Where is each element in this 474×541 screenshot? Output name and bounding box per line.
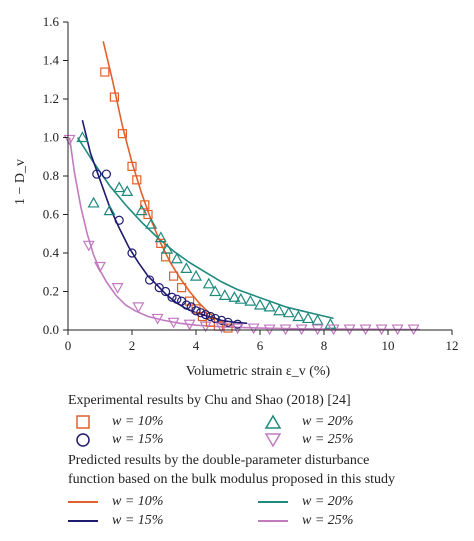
circle-point: [201, 310, 211, 320]
circle-point: [114, 215, 124, 225]
circle-point: [210, 313, 220, 324]
circle-point: [191, 306, 201, 316]
triangle-up-point: [189, 269, 203, 281]
y-tick-label: 0.2: [43, 284, 59, 299]
circle-point: [167, 292, 177, 302]
circle-point: [92, 169, 102, 179]
circle-point: [205, 311, 215, 322]
square-point: [132, 175, 142, 185]
x-tick-label: 10: [382, 338, 395, 353]
triangle-down-point: [93, 261, 107, 273]
y-tick-label: 0.6: [43, 207, 60, 222]
square-point: [169, 271, 179, 281]
square-point: [177, 283, 187, 293]
triangle-down-point: [82, 240, 95, 252]
triangle-down-point: [151, 313, 164, 325]
square-point: [100, 67, 110, 77]
triangle-down-point: [231, 323, 244, 335]
triangle-up-point: [113, 181, 126, 193]
triangle-down-point: [111, 283, 124, 294]
x-tick-label: 12: [446, 338, 459, 353]
triangle-down-point: [63, 134, 76, 146]
x-tick-label: 4: [193, 338, 200, 353]
triangle-up-point: [244, 294, 257, 306]
y-tick-label: 1.4: [43, 53, 60, 68]
y-tick-label: 1.0: [43, 130, 59, 145]
triangle-up-point: [253, 298, 267, 310]
triangle-up-point: [324, 317, 337, 329]
y-tick-label: 1.2: [43, 91, 59, 106]
triangle-up-point: [161, 242, 174, 254]
square-point: [127, 161, 137, 171]
triangle-up-point: [121, 185, 134, 196]
triangle-up-point: [202, 277, 215, 289]
y-tick-label: 0.8: [43, 168, 59, 183]
circle-point: [145, 275, 155, 285]
plot-area: [63, 41, 421, 336]
x-tick-label: 0: [65, 338, 72, 353]
curve-series-0: [102, 41, 229, 326]
circle-point: [101, 169, 112, 179]
triangle-down-point: [215, 322, 228, 334]
x-tick-label: 8: [321, 338, 328, 353]
y-axis-title: 1 − D_v: [13, 159, 28, 205]
axes: [67, 22, 452, 331]
triangle-up-point: [234, 292, 247, 304]
triangle-up-point: [103, 204, 116, 216]
triangle-up-point: [292, 310, 305, 322]
circle-point: [196, 308, 206, 318]
circle-point: [223, 317, 233, 327]
triangle-down-point: [199, 321, 212, 333]
square-point: [140, 200, 150, 210]
triangle-up-point: [282, 306, 295, 318]
triangle-up-point: [273, 304, 286, 316]
triangle-up-point: [145, 217, 158, 229]
square-point: [109, 92, 120, 102]
triangle-up-point: [170, 252, 183, 264]
y-tick-label: 1.6: [43, 14, 60, 29]
triangle-up-point: [228, 291, 241, 302]
triangle-up-point: [76, 131, 89, 143]
triangle-up-point: [154, 231, 167, 243]
y-tick-label: 0.4: [43, 245, 60, 260]
triangle-up-point: [301, 312, 315, 324]
curve-series-1: [76, 137, 334, 320]
circle-point: [161, 286, 171, 297]
triangle-up-point: [218, 289, 231, 300]
triangle-down-point: [132, 302, 145, 314]
circle-point: [127, 248, 137, 258]
triangle-up-point: [135, 204, 148, 216]
triangle-down-point: [247, 323, 260, 335]
triangle-up-point: [209, 285, 222, 297]
triangle-up-point: [263, 300, 276, 312]
triangle-up-point: [180, 262, 193, 273]
x-tick-label: 6: [257, 338, 264, 353]
x-tick-label: 2: [129, 338, 136, 353]
square-point: [156, 238, 166, 248]
ticks: 0 2 4 6 8 10 12 0.0 0.2 0.4 0.6 0.8 1.0 1.2 1.4 1.6: [43, 14, 459, 353]
y-tick-label: 0.0: [43, 322, 59, 337]
circle-point: [172, 294, 182, 304]
square-point: [117, 129, 128, 139]
triangle-down-point: [183, 319, 196, 331]
x-axis-title: Volumetric strain ε_v (%): [186, 364, 331, 379]
triangle-up-point: [311, 314, 324, 325]
curve-series-2: [81, 120, 248, 325]
circle-point: [217, 315, 227, 325]
circle-point: [181, 300, 191, 310]
triangle-down-point: [167, 317, 180, 329]
triangle-up-point: [87, 196, 100, 208]
